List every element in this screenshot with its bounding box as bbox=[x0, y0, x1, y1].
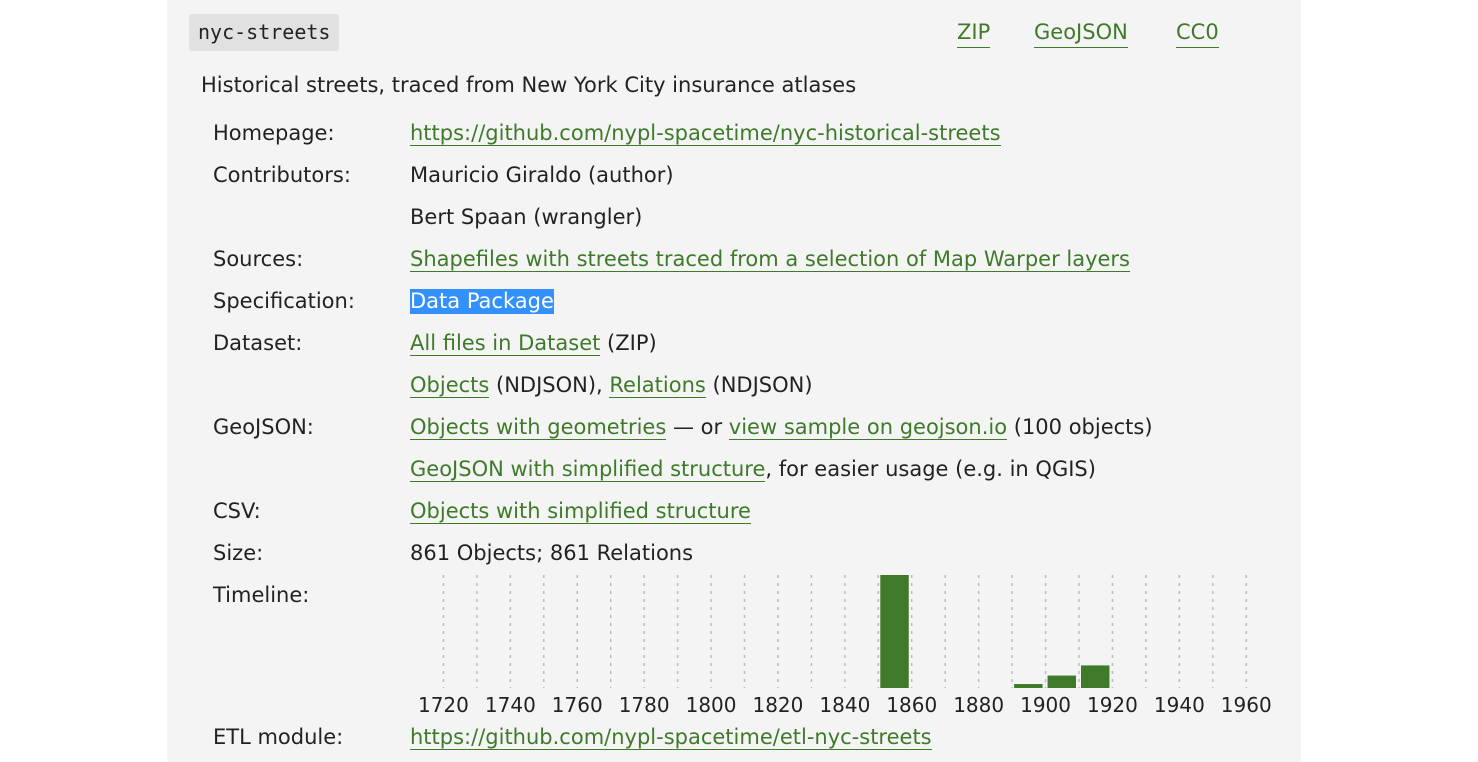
size-value: 861 Objects; 861 Relations bbox=[410, 541, 694, 565]
homepage-value: https://github.com/nypl-spacetime/nyc-hi… bbox=[410, 118, 1001, 148]
simplified-geojson-link[interactable]: GeoJSON with simplified structure bbox=[410, 457, 766, 482]
timeline-tick-label: 1840 bbox=[819, 693, 870, 717]
dataset-panel: nyc-streets ZIP GeoJSON CC0 Historical s… bbox=[167, 0, 1301, 762]
size-label: Size: bbox=[213, 541, 264, 565]
timeline-tick-label: 1960 bbox=[1221, 693, 1272, 717]
timeline-tick-label: 1900 bbox=[1020, 693, 1071, 717]
timeline-tick-label: 1860 bbox=[886, 693, 937, 717]
timeline-tick-label: 1780 bbox=[619, 693, 670, 717]
specification-label: Specification: bbox=[213, 289, 355, 313]
sample-count: (100 objects) bbox=[1007, 415, 1153, 439]
objects-ndjson-link[interactable]: Objects bbox=[410, 373, 490, 398]
specification-value: Data Package bbox=[410, 286, 554, 316]
sources-value: Shapefiles with streets traced from a se… bbox=[410, 244, 1130, 274]
timeline-bar[interactable] bbox=[1014, 684, 1043, 688]
geojson-download-link[interactable]: GeoJSON bbox=[1034, 17, 1128, 48]
specification-link[interactable]: Data Package bbox=[410, 289, 554, 314]
relations-format: (NDJSON) bbox=[705, 373, 813, 397]
sources-link[interactable]: Shapefiles with streets traced from a se… bbox=[410, 247, 1130, 272]
or-text: — or bbox=[666, 415, 729, 439]
timeline-tick-label: 1740 bbox=[485, 693, 536, 717]
all-files-format: (ZIP) bbox=[600, 331, 657, 355]
etl-module-link[interactable]: https://github.com/nypl-spacetime/etl-ny… bbox=[410, 725, 932, 750]
timeline-label: Timeline: bbox=[213, 583, 310, 607]
sources-label: Sources: bbox=[213, 247, 304, 271]
timeline-tick-label: 1820 bbox=[752, 693, 803, 717]
dataset-id-badge: nyc-streets bbox=[189, 14, 340, 51]
csv-label: CSV: bbox=[213, 499, 261, 523]
timeline-tick-label: 1760 bbox=[552, 693, 603, 717]
contributor-item: Mauricio Giraldo (author) bbox=[410, 163, 674, 187]
zip-download-link[interactable]: ZIP bbox=[957, 17, 991, 48]
homepage-label: Homepage: bbox=[213, 121, 335, 145]
timeline-svg: 1720 1740 1760 1780 1800 1820 1840 1860 1880 1900… bbox=[418, 575, 1272, 717]
timeline-chart: 1720 1740 1760 1780 1800 1820 1840 1860 1880 1900… bbox=[410, 570, 1290, 720]
geometries-link[interactable]: Objects with geometries bbox=[410, 415, 667, 440]
geojson-label: GeoJSON: bbox=[213, 415, 314, 439]
timeline-bar[interactable] bbox=[880, 575, 909, 688]
csv-link[interactable]: Objects with simplified structure bbox=[410, 499, 751, 524]
license-link[interactable]: CC0 bbox=[1176, 17, 1219, 48]
simplified-note: , for easier usage (e.g. in QGIS) bbox=[765, 457, 1096, 481]
contributor-item: Bert Spaan (wrangler) bbox=[410, 205, 643, 229]
csv-value: Objects with simplified structure bbox=[410, 496, 751, 526]
geojson-io-sample-link[interactable]: view sample on geojson.io bbox=[728, 415, 1008, 440]
etl-module-label: ETL module: bbox=[213, 725, 344, 749]
timeline-bar[interactable] bbox=[1047, 675, 1076, 688]
dataset-label: Dataset: bbox=[213, 331, 303, 355]
timeline-tick-label: 1720 bbox=[418, 693, 469, 717]
contributors-label: Contributors: bbox=[213, 163, 351, 187]
dataset-ndjson-value: Objects (NDJSON), Relations (NDJSON) bbox=[410, 370, 813, 400]
timeline-tick-label: 1920 bbox=[1087, 693, 1138, 717]
dataset-description: Historical streets, traced from New York… bbox=[201, 73, 857, 97]
timeline-bar[interactable] bbox=[1081, 665, 1110, 688]
objects-format: (NDJSON), bbox=[489, 373, 610, 397]
timeline-tick-label: 1940 bbox=[1154, 693, 1205, 717]
relations-ndjson-link[interactable]: Relations bbox=[609, 373, 706, 398]
timeline-tick-label: 1880 bbox=[953, 693, 1004, 717]
all-files-link[interactable]: All files in Dataset bbox=[410, 331, 601, 356]
geojson-simplified-value: GeoJSON with simplified structure, for e… bbox=[410, 454, 1096, 484]
timeline-tick-label: 1800 bbox=[686, 693, 737, 717]
dataset-files-value: All files in Dataset (ZIP) bbox=[410, 328, 657, 358]
homepage-link[interactable]: https://github.com/nypl-spacetime/nyc-hi… bbox=[410, 121, 1001, 146]
etl-module-value: https://github.com/nypl-spacetime/etl-ny… bbox=[410, 722, 932, 752]
geojson-value: Objects with geometries — or view sample… bbox=[410, 412, 1153, 442]
